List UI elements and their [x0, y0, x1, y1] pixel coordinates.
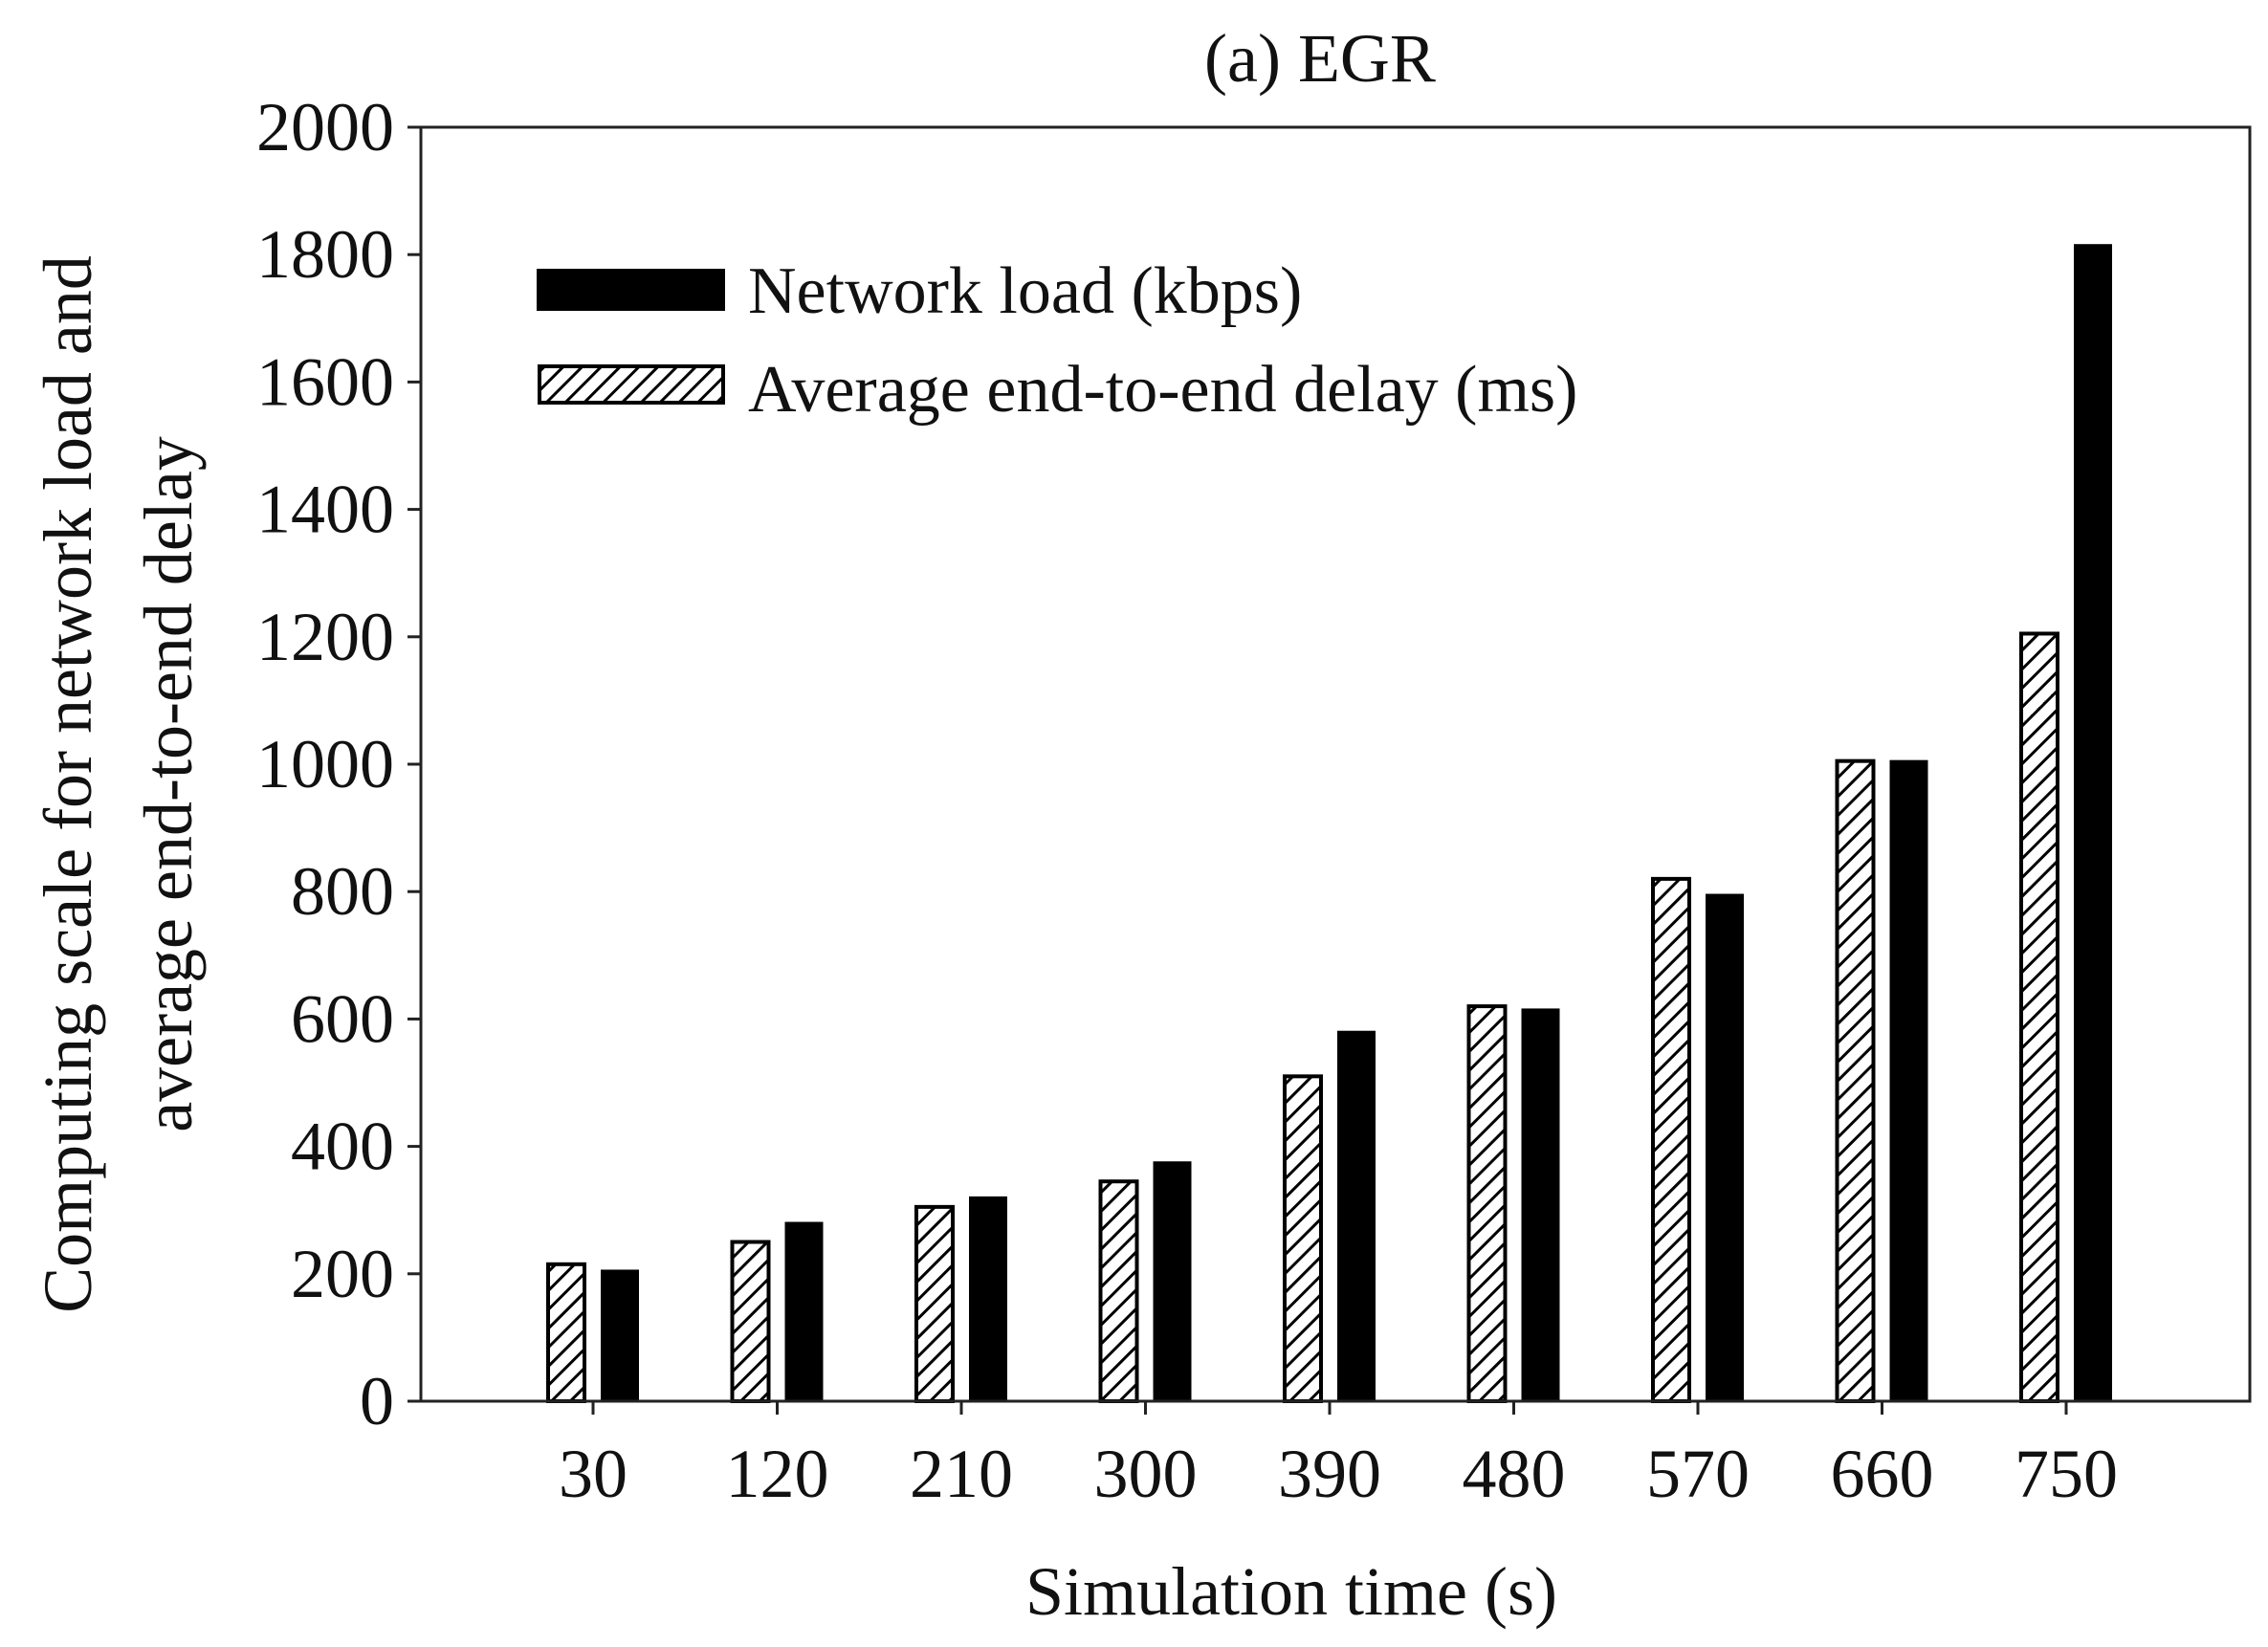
y-axis-label-line-2: average end-to-end delay [130, 436, 207, 1132]
legend-label-network-load: Network load (kbps) [748, 254, 1302, 328]
y-axis-ticks: 0 200 400 600 800 1000 1200 1400 1600 1800 2000 [256, 89, 421, 1439]
y-axis-label: Computing scale for network load and ave… [30, 255, 207, 1313]
bar-network-load [1889, 759, 1928, 1402]
y-tick-label: 1400 [256, 472, 394, 548]
y-tick-label: 1800 [256, 216, 394, 293]
y-tick-label: 1200 [256, 599, 394, 675]
bar-average-delay [1098, 1179, 1139, 1403]
y-tick-label: 200 [291, 1236, 394, 1312]
bar-average-delay [1651, 876, 1691, 1403]
x-tick-label: 390 [1278, 1436, 1381, 1512]
bar-network-load [1706, 893, 1744, 1402]
x-tick-label: 30 [559, 1436, 628, 1512]
bar-average-delay [1283, 1074, 1323, 1403]
y-tick-label: 1000 [256, 726, 394, 802]
y-tick-label: 2000 [256, 89, 394, 165]
x-tick-label: 300 [1094, 1436, 1198, 1512]
bar-average-delay [1835, 758, 1876, 1403]
x-tick-label: 120 [726, 1436, 829, 1512]
x-tick-label: 750 [2015, 1436, 2118, 1512]
x-axis-ticks: 30 120 210 300 390 480 570 660 750 [559, 1401, 2118, 1512]
y-tick-label: 400 [291, 1109, 394, 1185]
bar-network-load [1521, 1008, 1560, 1403]
x-tick-label: 210 [910, 1436, 1013, 1512]
bar-network-load [2074, 244, 2112, 1403]
plot-frame [419, 125, 2252, 1403]
bar-average-delay [546, 1262, 586, 1404]
legend-label-average-delay: Average end-to-end delay (ms) [748, 353, 1577, 427]
x-tick-label: 660 [1831, 1436, 1934, 1512]
bar-average-delay [730, 1240, 771, 1403]
x-tick-label: 480 [1463, 1436, 1566, 1512]
bar-network-load [784, 1221, 824, 1403]
legend-swatch-network-load [537, 269, 725, 311]
bar-network-load [601, 1269, 639, 1402]
bar-network-load [969, 1196, 1007, 1402]
legend-swatch-average-delay [538, 364, 725, 405]
y-tick-label: 0 [360, 1363, 394, 1439]
x-tick-label: 570 [1646, 1436, 1750, 1512]
x-axis-label: Simulation time (s) [1025, 1553, 1557, 1630]
bar-network-load [1153, 1161, 1192, 1402]
bars-group [546, 244, 2112, 1404]
legend: Network load (kbps) Average end-to-end d… [537, 254, 1577, 427]
bar-average-delay [1466, 1004, 1508, 1403]
bar-average-delay [2019, 631, 2059, 1403]
y-tick-label: 600 [291, 980, 394, 1057]
y-axis-label-line-1: Computing scale for network load and [30, 255, 106, 1313]
chart-title: (a) EGR [1204, 20, 1436, 97]
y-tick-label: 1600 [256, 343, 394, 420]
y-tick-label: 800 [291, 853, 394, 930]
bar-network-load [1337, 1030, 1376, 1402]
bar-average-delay [914, 1204, 955, 1403]
